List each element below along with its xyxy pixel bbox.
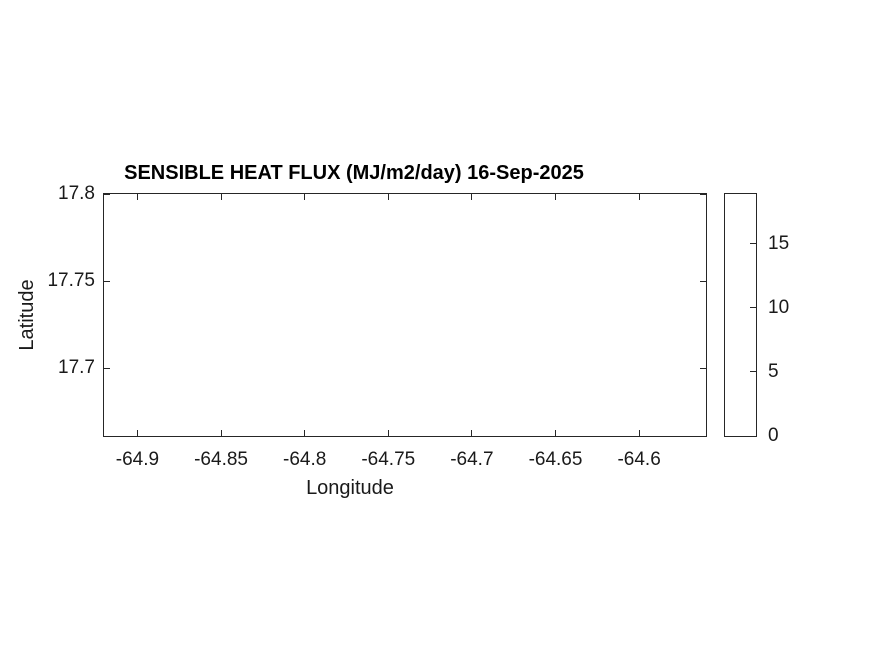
x-tick-mark-top <box>220 194 222 200</box>
x-tick-mark-top <box>387 194 389 200</box>
colorbar-tick-label: 15 <box>768 232 790 254</box>
colorbar-tick-mark <box>750 371 756 373</box>
x-tick-mark-top <box>471 194 473 200</box>
colorbar-tick-mark <box>750 307 756 309</box>
x-tick-mark <box>638 430 640 436</box>
x-tick-label: -64.8 <box>283 449 327 470</box>
y-tick-mark-right <box>700 367 706 369</box>
y-tick-mark <box>104 193 110 195</box>
colorbar-tick-mark <box>750 243 756 245</box>
colorbar-tick-label: 10 <box>768 296 790 318</box>
x-tick-mark-top <box>638 194 640 200</box>
x-tick-mark <box>555 430 556 436</box>
colorbar <box>724 193 757 437</box>
y-tick-mark <box>104 367 110 369</box>
y-tick-mark-right <box>700 193 706 195</box>
plot-box <box>103 193 707 437</box>
y-tick-label: 17.8 <box>58 183 95 204</box>
x-tick-label: -64.6 <box>617 449 661 470</box>
colorbar-tick-label: 5 <box>768 360 779 382</box>
y-tick-mark <box>104 280 110 282</box>
x-tick-label: -64.75 <box>361 449 416 470</box>
y-tick-label: 17.75 <box>47 270 95 292</box>
x-tick-mark <box>471 430 473 436</box>
x-tick-mark <box>387 430 389 436</box>
x-tick-mark-top <box>304 194 306 200</box>
chart-title: SENSIBLE HEAT FLUX (MJ/m2/day) 16-Sep-20… <box>124 162 584 184</box>
x-tick-mark <box>136 430 138 436</box>
x-tick-mark-top <box>136 194 138 200</box>
colorbar-tick-label: 0 <box>768 425 779 446</box>
x-axis-label: Longitude <box>306 477 394 499</box>
x-tick-label: -64.7 <box>450 449 494 470</box>
x-tick-label: -64.65 <box>528 449 583 470</box>
x-tick-mark <box>220 430 222 436</box>
x-tick-mark <box>304 430 306 436</box>
x-tick-mark-top <box>555 194 556 200</box>
y-tick-mark-right <box>700 280 706 282</box>
x-tick-label: -64.85 <box>194 449 248 470</box>
y-tick-label: 17.7 <box>58 357 95 379</box>
x-tick-label: -64.9 <box>115 449 160 470</box>
